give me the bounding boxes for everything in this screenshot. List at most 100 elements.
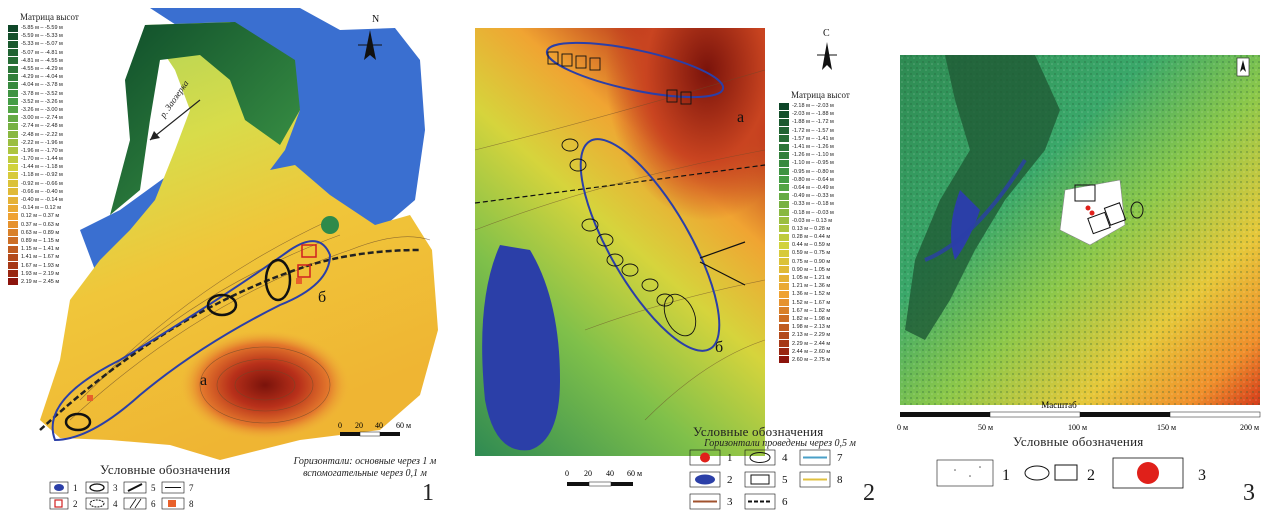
scale-tick: 150 м (1157, 423, 1176, 432)
elevation-swatch (8, 24, 18, 32)
site-label-a2: а (737, 109, 744, 126)
elevation-swatch (779, 282, 789, 290)
elevation-range-label: 1.67 м – 1.82 м (792, 307, 831, 314)
scale-title: Масштаб (1041, 400, 1077, 410)
scale-tick: 100 м (1068, 423, 1087, 432)
panel-number-1: 1 (422, 480, 434, 506)
shore-line (39, 248, 421, 431)
elevation-range-label: 0.89 м – 1.15 м (21, 237, 60, 244)
contour-note-1: Горизонтали: основные через 1 м вспомога… (275, 456, 455, 480)
elevation-range-label: -3.00 м – -2.74 м (21, 115, 63, 122)
elevation-range-label: 2.13 м – 2.29 м (792, 332, 831, 339)
elevation-swatch (8, 139, 18, 147)
elevation-range-row: -1.96 м – -1.70 м (8, 147, 100, 155)
scale-tick: 200 м (1240, 423, 1259, 432)
legend-num: 2 (1087, 467, 1095, 484)
elevation-range-row: 0.89 м – 1.15 м (8, 237, 100, 245)
forest-strip (905, 55, 1060, 340)
elevation-range-label: 1.98 м – 2.13 м (792, 324, 831, 331)
elevation-range-label: -4.81 м – -4.55 м (21, 57, 63, 64)
elevation-range-label: -3.78 м – -3.52 м (21, 90, 63, 97)
elevation-swatch (779, 323, 789, 331)
elevation-range-label: 0.90 м – 1.05 м (792, 266, 831, 273)
elevation-range-row: -1.88 м – -1.72 м (779, 118, 879, 126)
elevation-range-label: -1.41 м – -1.26 м (792, 144, 834, 151)
elevation-range-row: -0.14 м – 0.12 м (8, 204, 100, 212)
elevation-range-row: -0.18 м – -0.03 м (779, 208, 879, 217)
elevation-range-row: 0.37 м – 0.63 м (8, 221, 100, 229)
elevation-range-row: -3.52 м – -3.26 м (8, 98, 100, 106)
elevation-range-row: 2.44 м – 2.60 м (779, 348, 879, 356)
elevation-range-row: -4.04 м – -3.78 м (8, 81, 100, 89)
elevation-range-row: 1.52 м – 1.67 м (779, 299, 879, 307)
elevation-range-row: -1.10 м – -0.95 м (779, 159, 879, 167)
elevation-range-label: -5.59 м – -5.33 м (21, 33, 63, 40)
elevation-range-row: 0.90 м – 1.05 м (779, 266, 879, 274)
elevation-range-label: -0.18 м – -0.03 м (792, 209, 834, 216)
elevation-swatch (8, 270, 18, 278)
elevation-range-row: 1.67 м – 1.93 м (8, 261, 100, 270)
elevation-range-label: -1.57 м – -1.41 м (792, 135, 834, 142)
elevation-range-label: 2.60 м – 2.75 м (792, 356, 831, 363)
elevation-range-row: -1.41 м – -1.26 м (779, 143, 879, 151)
elevation-range-row: 0.75 м – 0.90 м (779, 258, 879, 266)
elevation-swatch (8, 32, 18, 40)
scale-tick: 40 (606, 469, 614, 478)
elevation-range-row: -3.00 м – -2.74 м (8, 114, 100, 122)
elevation-range-label: 1.15 м – 1.41 м (21, 246, 60, 253)
elevation-swatch (779, 315, 789, 323)
elevation-swatch (8, 65, 18, 73)
elevation-range-label: 2.19 м – 2.45 м (21, 278, 60, 285)
elevation-range-row: -0.80 м – -0.64 м (779, 176, 879, 184)
elevation-swatch (8, 253, 18, 261)
elevation-range-label: -0.33 м – -0.18 м (792, 201, 834, 208)
compass-letter: N (372, 14, 379, 25)
elevation-range-label: -0.80 м – -0.64 м (792, 176, 834, 183)
direction-arrow (699, 241, 746, 259)
symbol-legend-3: 1 2 3 (936, 457, 1206, 489)
elevation-swatch (8, 196, 18, 204)
elevation-range-row: -0.64 м – -0.49 м (779, 184, 879, 192)
elevation-range-label: -0.64 м – -0.49 м (792, 184, 834, 191)
elevation-range-label: 1.05 м – 1.21 м (792, 275, 831, 282)
pit-outline (264, 258, 292, 302)
elevation-swatch (8, 122, 18, 130)
elevation-swatch (8, 212, 18, 220)
elevation-range-label: 1.67 м – 1.93 м (21, 262, 60, 269)
site-outline-a (51, 240, 332, 442)
elevation-range-row: -0.40 м – -0.14 м (8, 196, 100, 204)
elevation-range-row: -2.22 м – -1.96 м (8, 139, 100, 147)
elevation-range-label: 0.59 м – 0.75 м (792, 250, 831, 257)
matrix-title-1: Матрица высот (20, 12, 79, 22)
legend-num: 1 (1002, 467, 1010, 484)
elevation-swatch (779, 192, 789, 200)
elevation-range-row: -2.48 м – -2.22 м (8, 130, 100, 139)
elevation-swatch (8, 171, 18, 179)
elevation-range-label: -1.18 м – -0.92 м (21, 172, 63, 179)
elevation-range-label: -0.40 м – -0.14 м (21, 197, 63, 204)
legend-title-1: Условные обозначения (100, 462, 231, 477)
elevation-swatch (779, 209, 789, 217)
elevation-range-row: -2.03 м – -1.88 м (779, 110, 879, 118)
elevation-swatch (779, 356, 789, 364)
excavation-square-2 (297, 264, 311, 278)
elevation-range-label: 0.44 м – 0.59 м (792, 242, 831, 249)
elevation-swatch (779, 274, 789, 282)
elevation-range-label: -2.18 м – -2.03 м (792, 103, 834, 110)
elevation-range-label: -3.26 м – -3.00 м (21, 106, 63, 113)
elevation-range-row: -1.70 м – -1.44 м (8, 155, 100, 163)
compass-icon-3 (1236, 57, 1250, 77)
elevation-range-row: 1.98 м – 2.13 м (779, 323, 879, 331)
elevation-swatch (8, 90, 18, 98)
elevation-range-label: 1.82 м – 1.98 м (792, 315, 831, 322)
elevation-range-row: -2.18 м – -2.03 м (779, 102, 879, 110)
elevation-range-row: 1.82 м – 1.98 м (779, 315, 879, 323)
elevation-range-label: 0.28 м – 0.44 м (792, 234, 831, 241)
compass-icon: N (358, 14, 382, 60)
elevation-swatch (779, 159, 789, 167)
elevation-swatch (8, 278, 18, 286)
elevation-range-row: -5.85 м – -5.59 м (8, 24, 100, 32)
elevation-swatch (779, 340, 789, 348)
elevation-range-label: 1.52 м – 1.67 м (792, 299, 831, 306)
elevation-range-label: -4.55 м – -4.29 м (21, 66, 63, 73)
